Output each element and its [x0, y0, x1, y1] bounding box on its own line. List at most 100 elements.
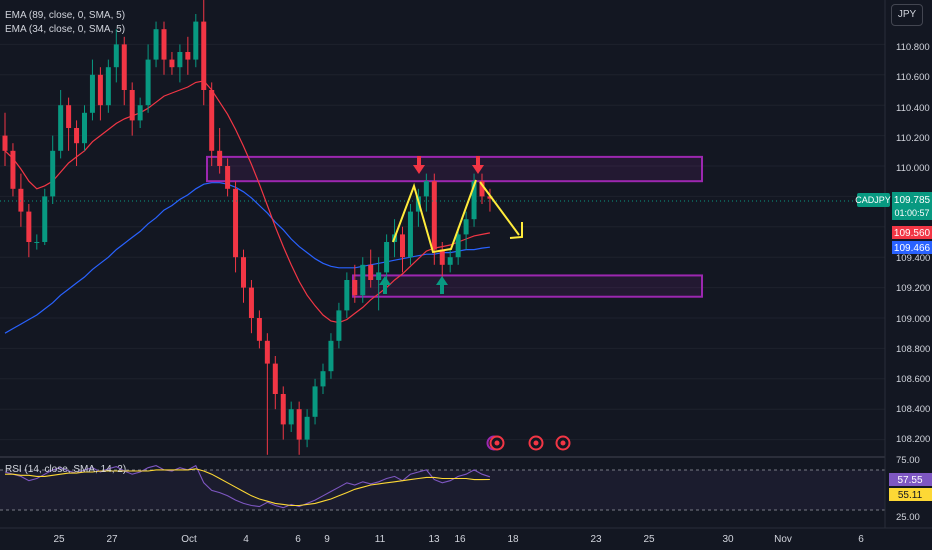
bar-countdown: 01:00:57	[894, 208, 929, 218]
candle-up	[407, 204, 413, 265]
candles-layer	[2, 0, 493, 455]
currency-button[interactable]: JPY	[891, 4, 923, 26]
candle-up	[360, 257, 366, 303]
price-tick-label: 110.600	[896, 72, 930, 83]
rsi-line	[4, 464, 491, 509]
price-tick-label: 110.200	[896, 133, 930, 144]
ema-89-legend[interactable]: EMA (89, close, 0, SMA, 5)	[5, 10, 126, 21]
ema-34-legend[interactable]: EMA (34, close, 0, SMA, 5)	[5, 24, 126, 35]
up-arrow-marker	[379, 276, 391, 294]
candle-down	[264, 333, 270, 455]
candle-down	[169, 52, 175, 75]
candle-up	[384, 234, 390, 280]
candle-down	[487, 188, 493, 212]
ema-34-line	[4, 80, 491, 324]
candle-up	[376, 257, 382, 311]
rsi-tick-label: 25.00	[896, 512, 920, 523]
candle-down	[368, 249, 374, 288]
candle-up	[336, 302, 342, 349]
event-icon-economic[interactable]	[555, 435, 571, 451]
candle-up	[105, 59, 111, 113]
candle-up	[447, 249, 453, 273]
candle-down	[26, 204, 32, 258]
candle-down	[272, 356, 278, 410]
candle-up	[177, 44, 183, 83]
candle-up	[328, 333, 334, 379]
price-tick-label: 109.000	[896, 314, 930, 325]
candle-down	[400, 226, 405, 273]
ema-34-price-value: 109.560	[894, 228, 931, 239]
support-zone[interactable]	[352, 274, 703, 298]
event-icon-earnings[interactable]	[489, 435, 505, 451]
time-label: 27	[106, 534, 118, 545]
candle-down	[439, 242, 445, 280]
candle-down	[431, 173, 437, 265]
rsi-tick-label: 75.00	[896, 455, 920, 466]
time-axis[interactable]: 25 27 Oct 4 6 9 11 13 16 18 23 25 30 Nov 6	[53, 534, 864, 545]
candle-down	[121, 36, 127, 106]
up-arrow-marker	[436, 276, 448, 294]
candle-down	[2, 112, 8, 166]
candle-down	[74, 120, 80, 166]
time-label: 25	[643, 534, 655, 545]
time-label: Nov	[774, 534, 792, 545]
candle-up	[463, 211, 469, 250]
price-tick-label: 108.400	[896, 404, 930, 415]
candle-down	[201, 0, 207, 106]
candle-up	[113, 29, 119, 83]
candle-up	[42, 188, 48, 246]
candle-up	[153, 21, 159, 68]
candle-down	[209, 82, 215, 166]
rsi-band	[0, 470, 885, 510]
symbol-label	[857, 193, 890, 207]
candle-up	[193, 14, 199, 68]
resistance-zone[interactable]	[206, 155, 703, 183]
candle-down	[97, 67, 103, 121]
time-label: 13	[428, 534, 440, 545]
time-label: 30	[722, 534, 734, 545]
rsi-ma-value-label	[889, 488, 932, 501]
candle-up	[58, 90, 64, 159]
candle-up	[423, 173, 429, 212]
candle-down	[18, 173, 24, 227]
double-top-zigzag	[392, 179, 477, 254]
ema-89-price-value: 109.466	[894, 243, 931, 254]
price-grid	[0, 43, 885, 441]
price-tick-label: 109.200	[896, 283, 930, 294]
down-arrow-marker	[413, 156, 425, 174]
candle-up	[137, 97, 143, 128]
rsi-legend[interactable]: RSI (14, close, SMA, 14, 2)	[5, 464, 127, 475]
candle-down	[352, 264, 358, 303]
price-tick-label: 110.000	[896, 163, 930, 174]
candle-up	[89, 59, 95, 121]
projection-arrow-head	[509, 222, 523, 239]
candle-up	[320, 363, 326, 394]
candle-down	[217, 128, 223, 174]
candle-down	[233, 181, 239, 273]
ema-34-price-label	[892, 226, 932, 239]
candle-down	[10, 143, 16, 197]
candle-down	[280, 386, 286, 440]
time-label: 25	[53, 534, 65, 545]
time-label: 4	[243, 534, 249, 545]
candle-down	[66, 97, 72, 151]
candle-down	[185, 36, 191, 75]
price-tick-label: 108.600	[896, 374, 930, 385]
candle-up	[312, 378, 318, 425]
time-label: 6	[295, 534, 301, 545]
last-price-value: 109.785	[894, 195, 931, 206]
price-axis[interactable]	[885, 0, 932, 528]
rsi-value-label	[889, 473, 932, 486]
ema-89-price-label	[892, 241, 932, 254]
last-price-label	[892, 192, 932, 220]
price-tick-label: 110.800	[896, 42, 930, 53]
price-tick-label: 109.400	[896, 253, 930, 264]
candle-down	[241, 249, 246, 303]
event-icon-economic[interactable]	[528, 435, 544, 451]
rsi-ma-line	[5, 468, 490, 507]
ema-89-line	[4, 182, 490, 334]
candle-down	[296, 401, 302, 455]
time-label: Oct	[181, 534, 197, 545]
candle-up	[288, 401, 294, 432]
